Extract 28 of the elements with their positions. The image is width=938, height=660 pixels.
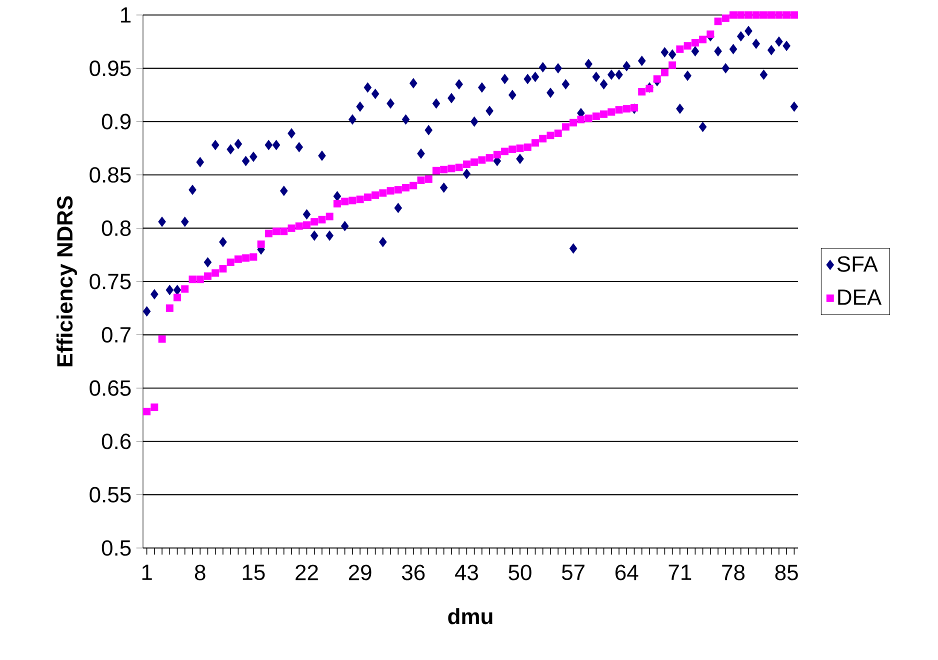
x-tick-label: 29: [348, 564, 372, 580]
x-tick-label: 78: [722, 564, 745, 580]
x-tick-label: 71: [668, 564, 692, 580]
y-tick-label: 0.85: [90, 167, 131, 183]
x-tick-label: 64: [616, 564, 638, 580]
x-tick-label: 8: [194, 564, 206, 580]
y-tick-label: 0.75: [90, 274, 131, 290]
legend-label: SFA: [837, 256, 878, 272]
x-tick-label: 43: [454, 564, 478, 580]
y-tick-label: 1: [121, 7, 131, 23]
x-tick-label: 15: [242, 564, 265, 580]
y-tick-label: 0.65: [90, 380, 131, 396]
x-tick-label: 85: [775, 564, 798, 580]
x-tick-label: 50: [508, 564, 532, 580]
y-tick-label: 0.9: [102, 114, 131, 130]
y-tick-label: 0.8: [102, 220, 131, 236]
x-axis-title: dmu: [448, 608, 492, 624]
y-axis-title: Efficiency NDRS: [56, 196, 77, 366]
x-tick-label: 1: [142, 564, 152, 580]
y-tick-label: 0.55: [90, 486, 131, 502]
y-tick-label: 0.7: [102, 327, 131, 343]
y-tick-label: 0.6: [102, 434, 131, 450]
y-tick-label: 0.95: [90, 60, 131, 76]
y-tick-label: 0.5: [102, 540, 131, 556]
x-tick-label: 36: [402, 564, 425, 580]
x-tick-label: 22: [296, 564, 318, 580]
legend-label: DEA: [838, 290, 882, 305]
x-tick-label: 57: [562, 564, 584, 580]
